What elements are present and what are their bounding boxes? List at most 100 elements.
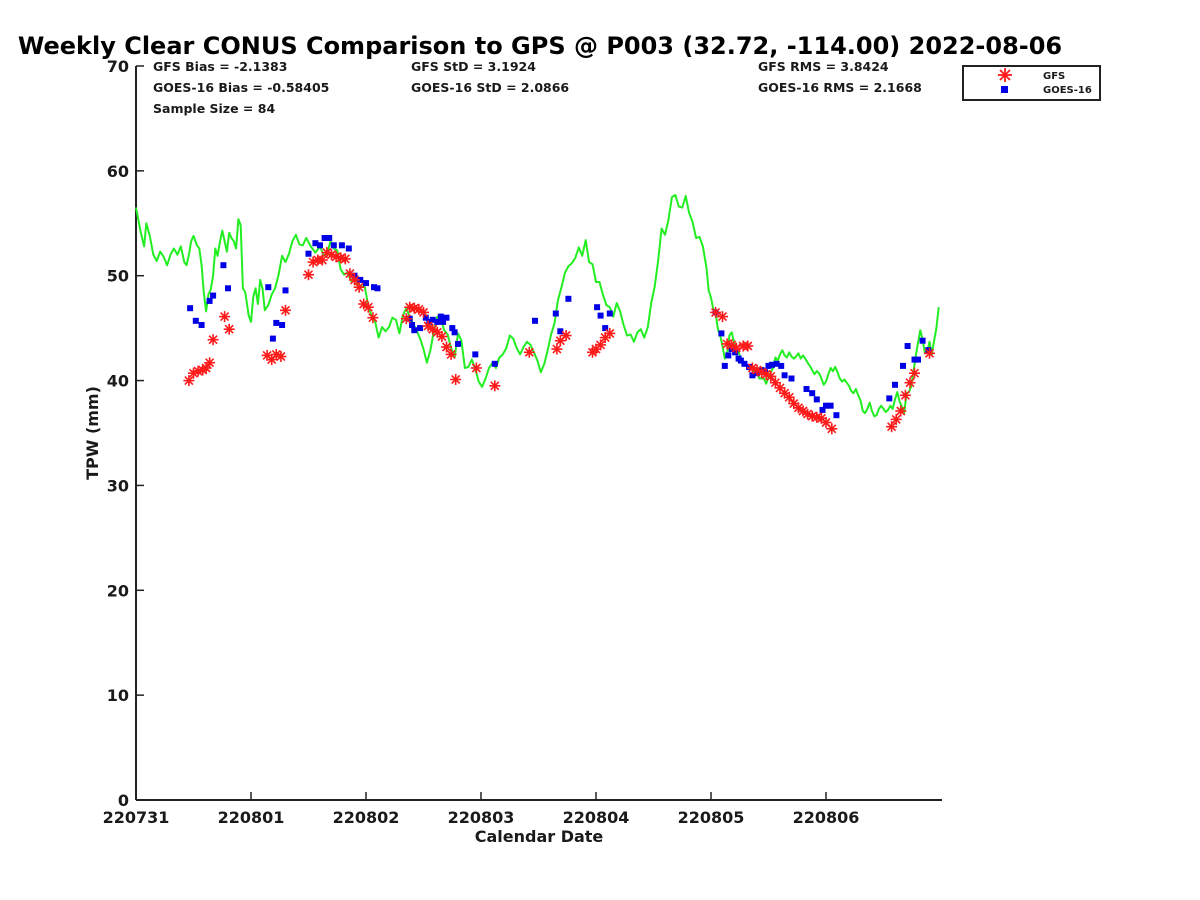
goes-16-point [813,396,820,403]
y-tick-label: 10 [107,686,129,705]
gfs-std-text: GFS StD = 3.1924 [411,59,536,74]
goes-16-point [606,310,613,317]
goes-16-point [749,372,756,379]
y-tick-label: 50 [107,267,129,286]
goes-16-point [363,280,369,287]
goes-16-point [269,335,276,342]
gfs-point [445,348,457,360]
gfs-point [344,268,356,280]
gfs-point [353,281,365,293]
goes-16-point [198,322,205,328]
gfs-point [895,405,907,417]
gps-line [135,194,940,418]
y-tick-label: 20 [107,581,129,600]
goes-16-point [597,312,604,319]
goes-16-point [904,343,911,349]
y-tick-label: 30 [107,476,129,495]
gps-series [135,194,940,418]
goes-16-point [919,337,926,344]
legend-goes-label: GOES-16 [1043,85,1092,96]
goes-16-point [472,351,479,358]
goes-16-point [737,357,744,364]
gfs-point [280,304,291,316]
goes-16-point [455,340,461,347]
goes-16-point [915,356,921,363]
y-axis-ticks: 0 10 20 30 40 50 60 70 [107,57,144,810]
x-axis-ticks: 220731 220801 220802 220803 220804 220805 2208… [103,792,859,827]
goes-16-point [338,242,345,249]
x-tick-label: 220803 [448,808,515,827]
goes-16-point [781,372,788,379]
goes-16-point [345,245,352,252]
gfs-point [904,377,916,389]
gfs-point [924,347,935,359]
goes-16-point [819,406,826,413]
gfs-point [710,306,722,318]
goes-16-point [827,402,834,409]
gfs-point [450,374,462,385]
gfs-point [769,377,781,389]
gfs-bias-text: GFS Bias = -2.1383 [153,59,287,74]
goes-16-point [809,390,816,397]
gfs-point [223,323,235,335]
gfs-point [367,312,379,324]
goes-16-point [282,287,289,294]
gfs-point [183,375,195,387]
chart-title: Weekly Clear CONUS Comparison to GPS @ P… [18,32,1062,60]
y-tick-label: 60 [107,162,129,181]
goes-16-point [773,360,780,367]
goes-16-point [886,395,893,402]
goes-16-point [265,284,272,291]
goes-16-point [317,242,323,249]
goes-16-point [210,292,217,299]
gfs-point [204,357,216,369]
goes-16-point [206,297,213,304]
goes-16-point [429,316,436,323]
legend: GFS GOES-16 [962,65,1101,101]
goes-16-point [823,402,829,409]
gfs-point [441,341,452,353]
goes-16-point [803,386,810,392]
goes-16-point [305,250,312,257]
goes-16-point [911,356,918,363]
legend-goes-marker [1001,86,1008,93]
gfs-point [909,367,920,379]
goes-16-point [192,317,199,324]
x-tick-label: 220804 [563,808,630,827]
gfs-point [303,269,314,281]
legend-gfs-marker [998,68,1012,82]
goes-16-point [330,242,337,249]
goes-16-point [746,363,752,370]
goes-16-point [417,325,424,332]
goes-16-point [732,349,739,356]
goes-16-point [449,325,456,332]
gfs-rms-text: GFS RMS = 3.8424 [758,59,889,74]
gfs-point [554,335,566,347]
gfs-point [489,380,501,392]
goes-bias-text: GOES-16 Bias = -0.58405 [153,80,329,95]
gfs-point [826,423,838,435]
x-tick-label: 220801 [218,808,285,827]
goes-16-point [426,318,433,325]
gfs-point [339,253,351,265]
gfs-point [783,391,795,403]
gfs-point [717,311,728,323]
gfs-point [595,339,607,351]
goes-16-point [725,352,732,359]
goes-16-point [273,319,280,326]
gfs-point [899,389,911,401]
goes-16-series [187,235,932,419]
goes-16-point [411,327,418,334]
goes-16-point [451,329,458,336]
legend-box [962,65,1101,101]
gfs-point [890,413,902,425]
gfs-point [418,306,429,318]
goes-16-point [892,381,898,388]
goes-16-point [557,328,564,335]
x-axis-label: Calendar Date [475,827,604,846]
goes-rms-text: GOES-16 RMS = 2.1668 [758,80,922,95]
gfs-point [349,274,360,286]
y-tick-label: 0 [118,791,129,810]
goes-16-point [594,304,601,311]
